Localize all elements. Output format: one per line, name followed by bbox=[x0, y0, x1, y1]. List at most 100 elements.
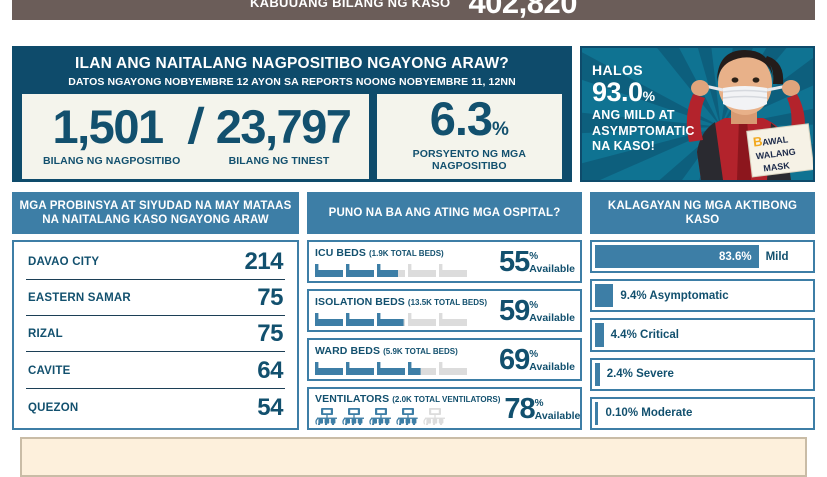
severity-percent: 4.4% bbox=[610, 329, 637, 341]
bed-icon bbox=[439, 264, 467, 277]
province-name: DAVAO CITY bbox=[28, 255, 100, 268]
bed-icon bbox=[346, 264, 374, 277]
positivity-caption: PORSYENTO NG MGA NAGPOSITIBO bbox=[412, 147, 527, 173]
capacity-info: VENTILATORS (2.0K TOTAL VENTILATORS) bbox=[315, 392, 500, 426]
province-count: 75 bbox=[257, 320, 283, 348]
positives-over-tested-card: 1,501 / 23,797 BILANG NG NAGPOSITIBO BIL… bbox=[22, 93, 369, 180]
severity-name: Asymptomatic bbox=[649, 289, 729, 302]
hospitals-section-header: PUNO NA BA ANG ATING MGA OSPITAL? bbox=[307, 192, 582, 234]
severity-label: 4.4% Critical bbox=[604, 329, 679, 341]
hospital-capacity-list: ICU BEDS (1.9K TOTAL BEDS) 55% Available IS… bbox=[307, 240, 582, 430]
bed-icon bbox=[346, 362, 374, 375]
ventilator-icon bbox=[342, 408, 364, 425]
capacity-available-label: Available bbox=[529, 262, 575, 275]
bottom-notice-panel bbox=[20, 437, 807, 477]
capacity-percent-sign: % bbox=[529, 299, 539, 311]
capacity-unit: % Available bbox=[529, 250, 575, 275]
active-cases-section-header: KALAGAYAN NG MGA AKTIBONG KASO bbox=[590, 192, 815, 234]
severity-bar bbox=[595, 362, 600, 386]
positives-value: 1,501 bbox=[52, 99, 164, 153]
severity-card: 9.4% Asymptomatic bbox=[590, 279, 815, 313]
mask-panel-text: HALOS 93.0% ANG MILD AT ASYMPTOMATIC NA … bbox=[592, 62, 712, 154]
severity-percent: 9.4% bbox=[620, 289, 647, 302]
capacity-name: ICU BEDS bbox=[315, 247, 366, 259]
province-row: QUEZON 54 bbox=[26, 390, 285, 425]
province-name: EASTERN SAMAR bbox=[28, 292, 131, 305]
ventilator-icon bbox=[369, 408, 391, 425]
bed-icon bbox=[408, 264, 436, 277]
capacity-available-label: Available bbox=[529, 311, 575, 324]
daily-positives-panel: ILAN ANG NAITALANG NAGPOSITIBO NGAYONG A… bbox=[12, 46, 572, 182]
total-cases-label: KABUUANG BILANG NG KASO bbox=[249, 0, 451, 10]
severity-label: 9.4% Asymptomatic bbox=[613, 290, 728, 302]
capacity-name: VENTILATORS bbox=[315, 393, 390, 405]
ventilator-icon bbox=[315, 408, 337, 425]
total-cases-value: 402,820 bbox=[468, 0, 577, 20]
severity-label: 2.4% Severe bbox=[600, 368, 674, 380]
bed-icon bbox=[315, 313, 343, 326]
positivity-percent-sign: % bbox=[492, 118, 509, 140]
capacity-available-label: Available bbox=[534, 409, 581, 422]
bed-icon bbox=[315, 264, 343, 277]
ventilator-icon bbox=[396, 408, 418, 425]
province-row: RIZAL 75 bbox=[26, 317, 285, 353]
capacity-availability: 69% Available bbox=[495, 343, 575, 377]
section-headers: MGA PROBINSYA AT SIYUDAD NA MAY MATAAS N… bbox=[12, 192, 815, 234]
bed-icon bbox=[408, 313, 436, 326]
capacity-info: WARD BEDS (5.9K TOTAL BEDS) bbox=[315, 343, 495, 377]
capacity-card: VENTILATORS (2.0K TOTAL VENTILATORS) 78% A… bbox=[307, 387, 582, 430]
positivity-value: 6.3 bbox=[429, 91, 493, 145]
capacity-availability: 78% Available bbox=[500, 392, 580, 426]
data-columns: DAVAO CITY 214 EASTERN SAMAR 75 RIZAL 75 CAVIT… bbox=[12, 240, 815, 431]
capacity-name: WARD BEDS bbox=[315, 345, 381, 357]
positivity-rate-card: 6.3% PORSYENTO NG MGA NAGPOSITIBO bbox=[376, 93, 562, 180]
capacity-card: ISOLATION BEDS (13.5K TOTAL BEDS) 59% Avai… bbox=[307, 289, 582, 332]
capacity-percent-sign: % bbox=[529, 348, 539, 360]
hero-subtitle: DATOS NGAYONG NOBYEMBRE 12 AYON SA REPOR… bbox=[68, 75, 516, 88]
svg-text:B: B bbox=[752, 134, 763, 150]
hero-row: ILAN ANG NAITALANG NAGPOSITIBO NGAYONG A… bbox=[12, 46, 815, 182]
bed-icon bbox=[439, 362, 467, 375]
halos-label: HALOS bbox=[592, 62, 643, 78]
capacity-icon-gauge bbox=[315, 360, 495, 375]
province-name: QUEZON bbox=[28, 401, 79, 414]
capacity-icon-gauge bbox=[315, 408, 500, 425]
capacity-info: ICU BEDS (1.9K TOTAL BEDS) bbox=[315, 245, 495, 279]
severity-bar bbox=[595, 401, 599, 426]
severity-percent: 0.10% bbox=[605, 407, 639, 420]
tested-caption: BILANG NG TINEST bbox=[228, 154, 330, 167]
provinces-list: DAVAO CITY 214 EASTERN SAMAR 75 RIZAL 75 CAVIT… bbox=[12, 240, 299, 430]
province-count: 54 bbox=[257, 393, 283, 421]
capacity-unit: % Available bbox=[529, 348, 575, 373]
severity-percent: 83.6% bbox=[718, 250, 752, 263]
capacity-total: (5.9K TOTAL BEDS) bbox=[383, 347, 458, 356]
province-count: 64 bbox=[257, 356, 283, 384]
capacity-icon-gauge bbox=[315, 262, 495, 277]
masked-person-illustration: B AWAL WALANG MASK bbox=[686, 50, 813, 180]
province-row: CAVITE 64 bbox=[26, 354, 285, 389]
severity-label: Mild bbox=[765, 250, 789, 263]
capacity-name: ISOLATION BEDS bbox=[315, 296, 405, 308]
positivity-value-wrap: 6.3% bbox=[430, 95, 509, 142]
total-cases-strip: KABUUANG BILANG NG KASO 402,820 bbox=[12, 0, 815, 20]
active-case-severity-list: 83.6% Mild 9.4% Asymptomatic 4.4% Critical 2… bbox=[590, 240, 815, 431]
severity-card: 2.4% Severe bbox=[590, 357, 815, 391]
mask-awareness-panel: HALOS 93.0% ANG MILD AT ASYMPTOMATIC NA … bbox=[580, 46, 815, 182]
capacity-card: WARD BEDS (5.9K TOTAL BEDS) 69% Available bbox=[307, 338, 582, 381]
province-row: DAVAO CITY 214 bbox=[26, 245, 285, 280]
capacity-unit: % Available bbox=[529, 299, 575, 324]
severity-card: 83.6% Mild bbox=[590, 240, 815, 274]
capacity-card: ICU BEDS (1.9K TOTAL BEDS) 55% Available bbox=[307, 240, 582, 283]
capacity-percent-sign: % bbox=[534, 397, 544, 409]
province-count: 214 bbox=[244, 247, 283, 275]
severity-card: 0.10% Moderate bbox=[590, 396, 815, 431]
bed-icon bbox=[377, 362, 405, 375]
severity-bar: 83.6% bbox=[595, 245, 759, 269]
hero-title: ILAN ANG NAITALANG NAGPOSITIBO NGAYONG A… bbox=[75, 55, 509, 72]
capacity-availability: 55% Available bbox=[495, 245, 575, 279]
province-name: CAVITE bbox=[28, 364, 71, 377]
capacity-unit: % Available bbox=[535, 397, 581, 422]
mild-asymptomatic-percent: 93.0% bbox=[592, 77, 655, 107]
capacity-label: WARD BEDS (5.9K TOTAL BEDS) bbox=[315, 345, 495, 357]
tested-value: 23,797 bbox=[215, 99, 352, 153]
